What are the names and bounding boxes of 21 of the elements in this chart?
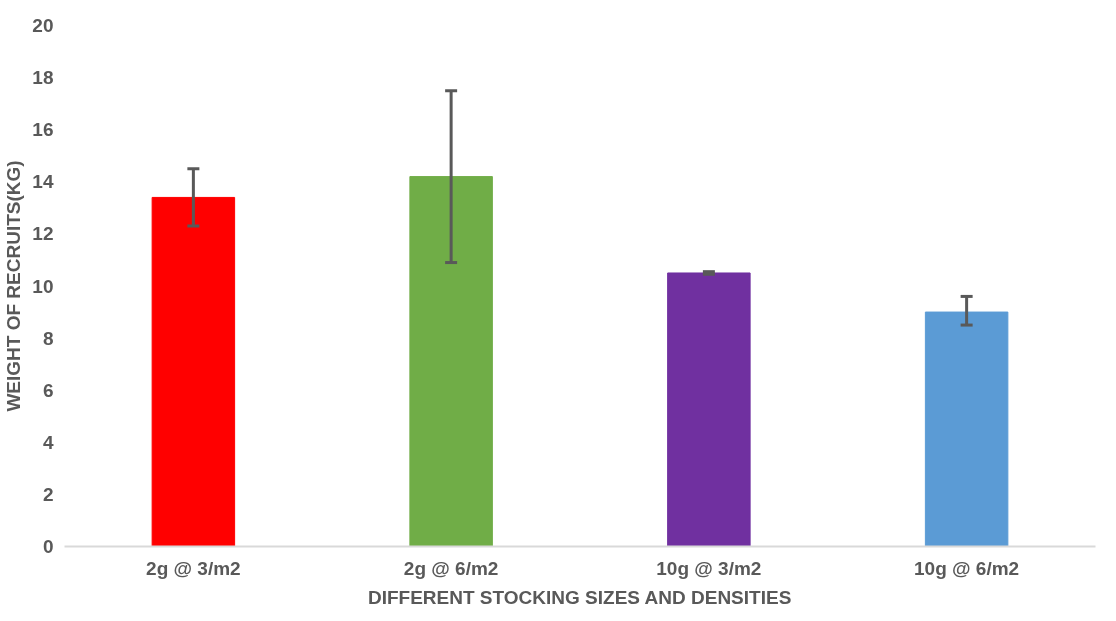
x-tick-label: 2g @ 3/m2 [146, 557, 241, 579]
bar [924, 311, 1009, 547]
y-tick-label: 4 [42, 431, 54, 453]
y-tick-label: 12 [32, 223, 54, 245]
y-tick-label: 16 [32, 119, 54, 141]
bar [409, 176, 493, 547]
y-tick-label: 18 [32, 67, 54, 89]
y-tick-label: 0 [42, 536, 54, 557]
x-axis-title: DIFFERENT STOCKING SIZES AND DENSITIES [367, 586, 792, 608]
y-tick-label: 8 [42, 327, 54, 349]
y-tick-label: 2 [42, 483, 54, 505]
x-tick-label: 10g @ 3/m2 [656, 557, 762, 579]
y-tick-label: 14 [32, 171, 54, 193]
bar [667, 272, 751, 547]
y-tick-label: 20 [32, 15, 54, 36]
y-tick-label: 6 [42, 379, 54, 401]
y-axis-title: WEIGHT OF RECRUITS(KG) [3, 160, 25, 412]
x-tick-label: 10g @ 6/m2 [914, 557, 1020, 579]
bar [151, 196, 236, 547]
y-tick-label: 10 [32, 275, 54, 297]
x-tick-label: 2g @ 6/m2 [403, 557, 499, 579]
